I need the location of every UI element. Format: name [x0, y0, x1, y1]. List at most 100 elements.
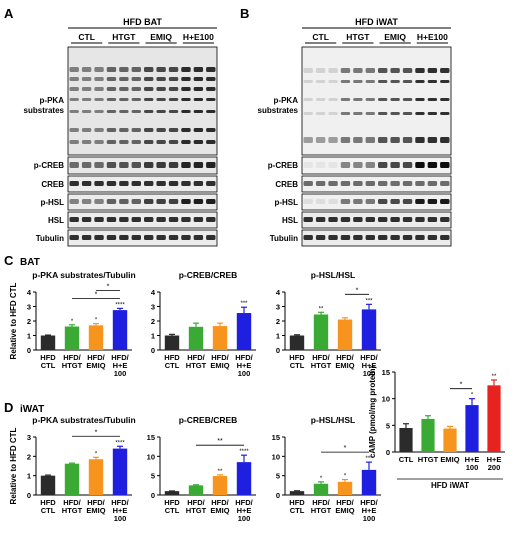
y-tick-label: 0 — [276, 491, 280, 500]
blot-band — [131, 128, 141, 132]
y-tick-label: 1 — [276, 332, 280, 341]
blot-band — [390, 162, 400, 168]
blot-band — [315, 235, 326, 240]
blot-band — [353, 98, 363, 101]
blot-band — [206, 67, 216, 72]
blot-header: HFD iWAT — [355, 17, 398, 27]
bar — [188, 485, 204, 495]
blot-band — [427, 112, 438, 115]
blot-band — [81, 98, 92, 101]
blot-band — [144, 67, 154, 72]
blot-band — [156, 87, 166, 91]
blot-band — [365, 235, 375, 240]
blot-band — [390, 68, 400, 73]
chart-title: p-CREB/CREB — [179, 415, 238, 425]
blot-band — [119, 181, 129, 186]
x-tick-label: HFD/EMIQ — [335, 353, 354, 370]
blot-band — [131, 235, 141, 240]
blot-band — [402, 68, 413, 73]
blot-band — [131, 140, 141, 144]
blot-band — [415, 112, 425, 115]
blot-band — [328, 98, 338, 101]
blot-band — [193, 235, 204, 240]
blot-band — [402, 80, 413, 83]
blot-band — [69, 110, 79, 113]
tissue-label-iwat: iWAT — [20, 404, 44, 415]
blot-group-label: EMIQ — [384, 32, 406, 42]
blot-band — [81, 87, 92, 91]
blot-band — [328, 112, 338, 115]
blot-band — [156, 181, 166, 186]
blot-band — [390, 235, 400, 240]
chart-E: 0 5 10 15 cAMP (pmol/mg protein) CTL HTGT EMIQ *… — [368, 366, 505, 490]
blot-band — [303, 199, 313, 204]
blot-strip — [67, 175, 218, 193]
blot-strip — [301, 175, 452, 193]
panel-letter-b: B — [240, 6, 249, 21]
blot-band — [193, 77, 204, 81]
y-tick-label: 3 — [27, 303, 31, 312]
blot-band — [168, 235, 179, 240]
blot-band — [303, 162, 313, 168]
chart-title: p-PKA substrates/Tubulin — [32, 270, 135, 280]
blot-band — [353, 217, 363, 222]
bar — [313, 483, 329, 495]
blot-band — [415, 98, 425, 101]
y-tick-label: 2 — [276, 317, 280, 326]
blot-band — [353, 235, 363, 240]
blot-band — [206, 181, 216, 186]
blot-band — [94, 181, 104, 186]
blot-band — [106, 77, 117, 81]
blot-strip — [301, 193, 452, 211]
bracket-label: * — [107, 283, 110, 290]
blot-band — [106, 235, 117, 240]
y-tick-label: 4 — [276, 288, 281, 297]
blot-band — [440, 137, 450, 143]
y-tick-label: 15 — [382, 368, 390, 377]
blot-band — [390, 181, 400, 186]
blot-band — [193, 128, 204, 132]
blot-band — [81, 128, 92, 132]
blot-band — [144, 110, 154, 113]
blot-band — [106, 128, 117, 132]
blot-band — [440, 235, 450, 240]
blot-band — [69, 98, 79, 101]
blot-band — [378, 181, 388, 186]
blot-group-label: H+E100 — [183, 32, 214, 42]
blot-band — [94, 67, 104, 72]
blot-band — [206, 128, 216, 132]
blot-band — [440, 68, 450, 73]
bar — [487, 385, 501, 452]
blot-band — [365, 80, 375, 83]
chart-title: p-CREB/CREB — [179, 270, 238, 280]
blot-band — [168, 162, 179, 168]
blot-band — [181, 217, 191, 222]
blot-band — [181, 67, 191, 72]
blot-band — [206, 217, 216, 222]
y-tick-label: 1 — [27, 332, 31, 341]
blot-band — [106, 162, 117, 168]
blot-strip — [67, 229, 218, 247]
blot-band — [119, 67, 129, 72]
panel-letter-d: D — [4, 400, 13, 415]
blot-band — [131, 110, 141, 113]
blot-band — [144, 140, 154, 144]
bar — [337, 481, 353, 495]
blot-group-label: CTL — [312, 32, 329, 42]
blot-band — [365, 98, 375, 101]
x-tick-label: HFD/H+E 100 — [235, 498, 253, 523]
bar — [465, 405, 479, 452]
bar — [164, 491, 180, 495]
blot-band — [193, 98, 204, 101]
bar — [236, 462, 252, 495]
blot-band — [81, 77, 92, 81]
blot-band — [106, 110, 117, 113]
blot-band — [94, 217, 104, 222]
blot-band — [378, 162, 388, 168]
blot-band — [402, 181, 413, 186]
blot-band — [144, 199, 154, 204]
y-tick-label: 0 — [151, 346, 155, 355]
blot-band — [440, 181, 450, 186]
